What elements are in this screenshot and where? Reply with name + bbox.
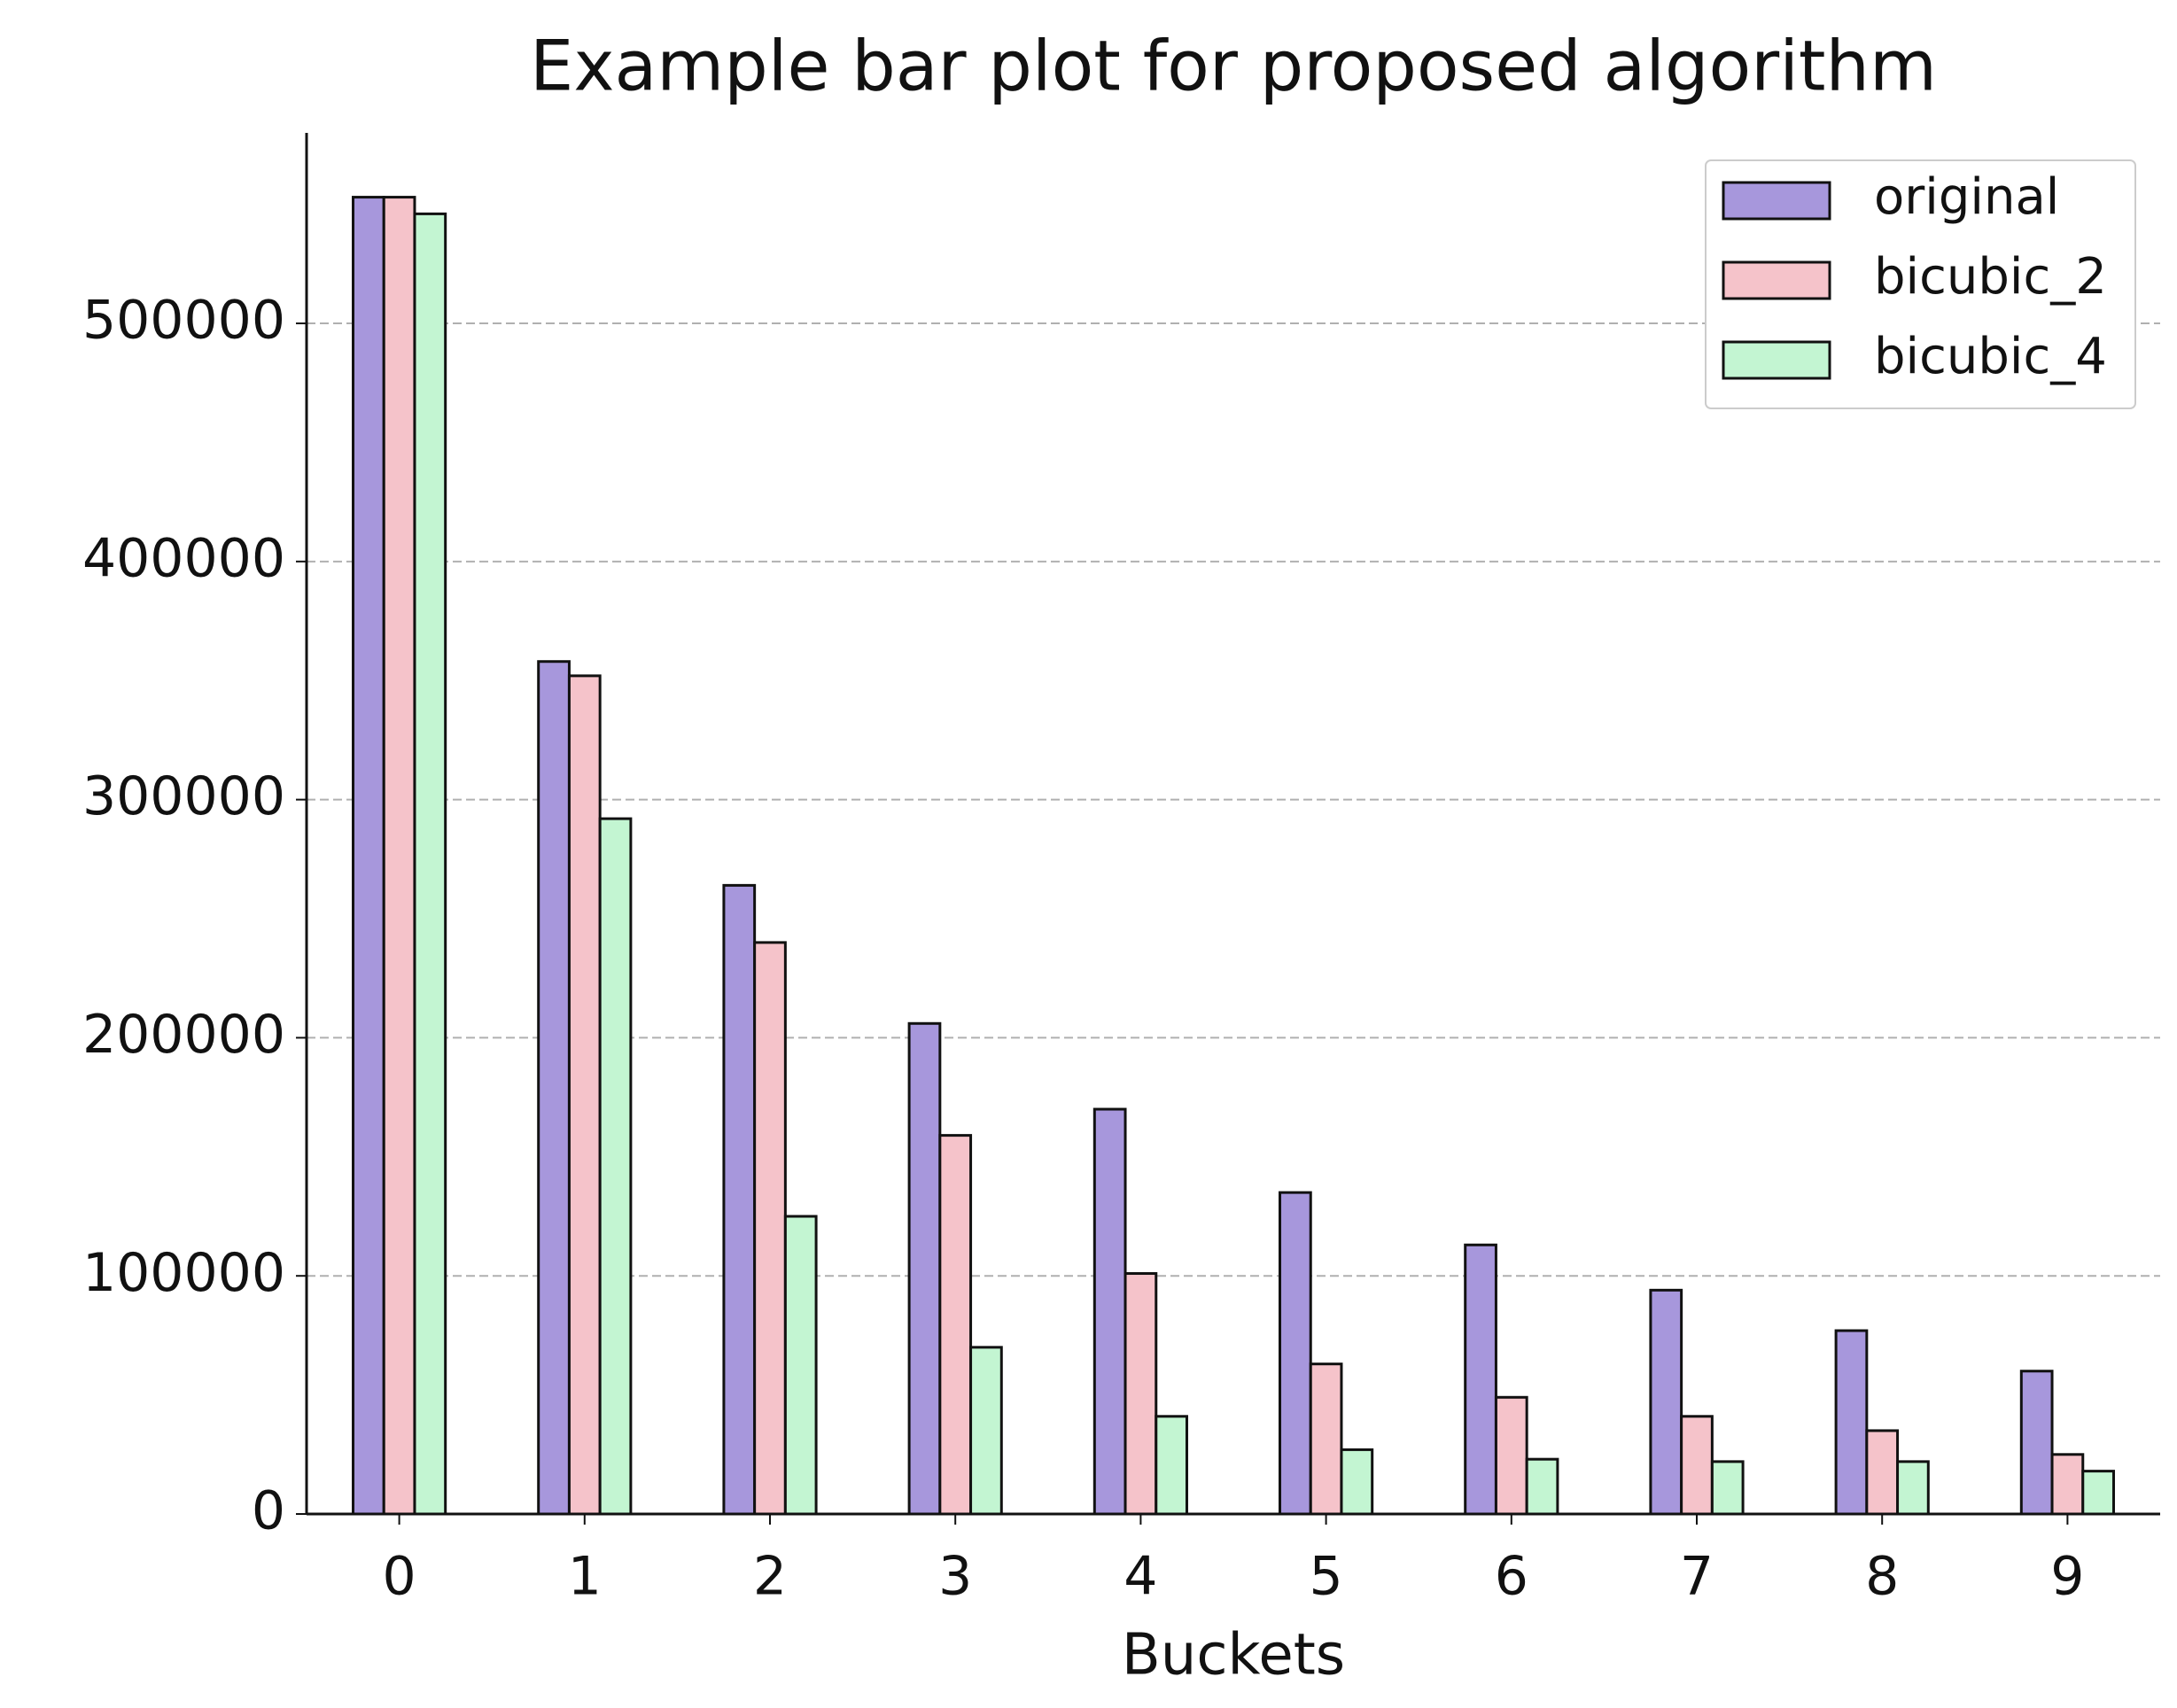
x-tick-label: 2 <box>753 1546 787 1608</box>
bar <box>753 941 787 1516</box>
x-tick-label: 6 <box>1495 1546 1528 1608</box>
y-tick-label: 100000 <box>82 1242 285 1304</box>
bar <box>1464 1243 1497 1516</box>
bar <box>1710 1460 1745 1516</box>
y-tick-label: 500000 <box>82 290 285 352</box>
bar <box>938 1134 973 1516</box>
legend-label: bicubic_4 <box>1874 328 2107 385</box>
legend: original bicubic_2 bicubic_4 <box>1705 159 2136 409</box>
legend-swatch <box>1722 181 1831 221</box>
bar <box>1896 1460 1930 1516</box>
bar <box>2050 1453 2085 1516</box>
x-tick-label: 4 <box>1123 1546 1157 1608</box>
bar <box>1525 1457 1559 1516</box>
y-tick-label: 200000 <box>82 1004 285 1066</box>
bar <box>1680 1415 1714 1516</box>
bar <box>1279 1191 1312 1516</box>
bar <box>1340 1448 1374 1516</box>
y-tick-label: 400000 <box>82 527 285 589</box>
x-tick-label: 9 <box>2050 1546 2084 1608</box>
bar <box>1494 1395 1528 1516</box>
x-tick-label: 7 <box>1680 1546 1714 1608</box>
bar <box>1309 1363 1343 1516</box>
bar <box>722 883 757 1516</box>
bar <box>2081 1470 2115 1516</box>
x-tick-label: 0 <box>383 1546 416 1608</box>
bar <box>1123 1272 1158 1516</box>
bar <box>537 660 571 1516</box>
legend-label: bicubic_2 <box>1874 248 2107 306</box>
x-tick-label: 5 <box>1310 1546 1343 1608</box>
bar <box>1834 1329 1869 1516</box>
bar <box>1155 1415 1188 1516</box>
x-tick-label: 3 <box>938 1546 972 1608</box>
bar <box>413 212 447 1516</box>
bar <box>1649 1288 1683 1516</box>
x-axis-label: Buckets <box>1122 1623 1345 1689</box>
bar <box>352 196 385 1516</box>
y-tick-label: 300000 <box>82 765 285 827</box>
x-tick-label: 8 <box>1865 1546 1899 1608</box>
bar <box>382 196 416 1516</box>
legend-swatch <box>1722 260 1831 300</box>
chart-title: Example bar plot for proposed algorithm <box>530 27 1937 106</box>
bar <box>1865 1429 1900 1516</box>
bar <box>598 817 633 1516</box>
bar <box>1092 1107 1127 1516</box>
bar <box>783 1215 818 1516</box>
legend-swatch <box>1722 340 1831 380</box>
y-tick-label: 0 <box>252 1480 285 1542</box>
x-tick-label: 1 <box>568 1546 602 1608</box>
bar <box>969 1346 1003 1516</box>
bar <box>567 674 602 1516</box>
bar <box>907 1021 942 1516</box>
bar <box>2019 1370 2054 1516</box>
legend-label: original <box>1874 168 2059 226</box>
